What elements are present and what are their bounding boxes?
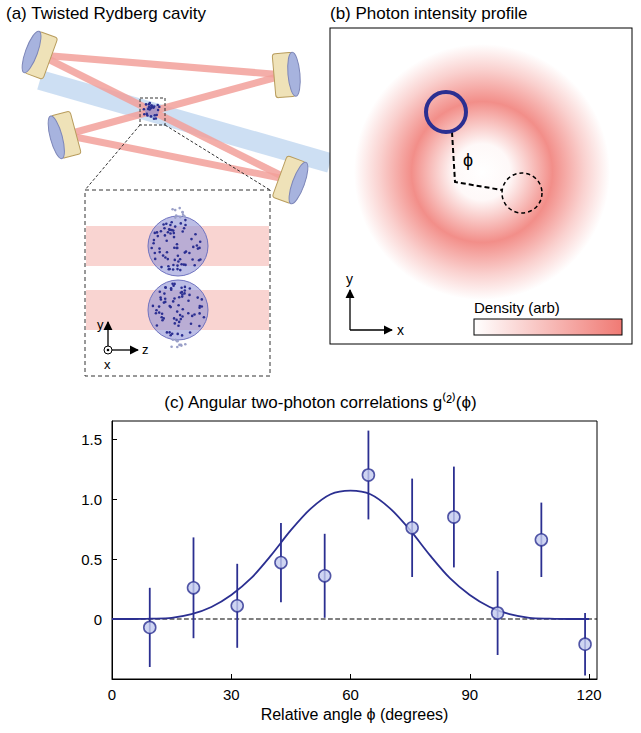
svg-text:x: x [104,357,111,372]
svg-text:(a) Twisted Rydberg cavity: (a) Twisted Rydberg cavity [6,4,206,23]
svg-text:Relative angle ϕ (degrees): Relative angle ϕ (degrees) [261,706,449,723]
svg-text:30: 30 [223,686,240,703]
svg-text:z: z [142,342,149,357]
svg-text:(c) Angular two-photon correla: (c) Angular two-photon correlations g⁽²⁾… [164,392,476,412]
svg-text:1.5: 1.5 [81,431,102,448]
svg-text:1.0: 1.0 [81,491,102,508]
svg-text:(b) Photon intensity profile: (b) Photon intensity profile [330,4,528,23]
svg-text:y: y [97,317,104,332]
svg-text:90: 90 [461,686,478,703]
svg-text:60: 60 [342,686,359,703]
svg-text:0: 0 [94,611,102,628]
svg-text:120: 120 [577,686,602,703]
svg-text:y: y [346,271,353,287]
svg-text:0: 0 [108,686,116,703]
svg-text:Density (arb): Density (arb) [474,299,560,316]
svg-text:ϕ: ϕ [463,150,473,170]
svg-text:x: x [397,322,404,338]
svg-text:0.5: 0.5 [81,551,102,568]
